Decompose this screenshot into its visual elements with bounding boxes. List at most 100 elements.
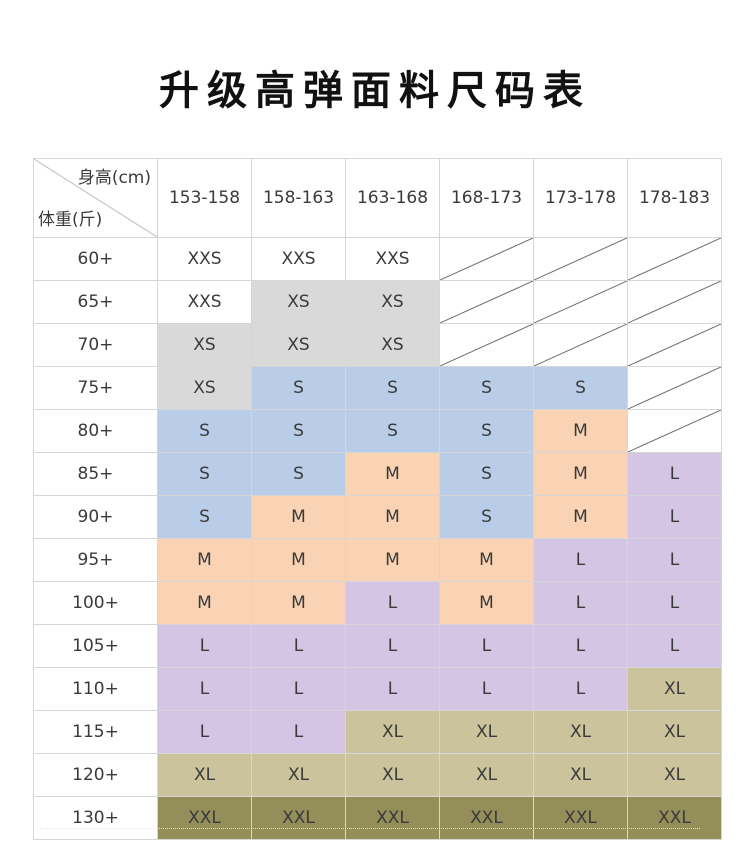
diagonal-slash-icon [628, 410, 721, 452]
table-row: 95+ M M M M L L [33, 538, 722, 582]
size-cell: XS [345, 280, 440, 324]
size-cell: S [251, 366, 346, 410]
not-available-cell [627, 409, 722, 453]
size-cell: S [439, 495, 534, 539]
size-cell: S [533, 366, 628, 410]
height-header: 158-163 [251, 158, 346, 238]
table-row: 70+ XS XS XS [33, 323, 722, 367]
diagonal-slash-icon [628, 281, 721, 323]
size-cell: L [627, 538, 722, 582]
size-cell: XL [627, 753, 722, 797]
size-cell: XL [345, 710, 440, 754]
size-cell: L [627, 581, 722, 625]
not-available-cell [627, 366, 722, 410]
diagonal-slash-icon [534, 281, 627, 323]
size-cell: XS [345, 323, 440, 367]
size-chart-table: 身高(cm) 体重(斤) 153-158 158-163 163-168 168… [33, 158, 722, 840]
size-cell: XL [439, 753, 534, 797]
weight-cell: 75+ [33, 366, 158, 410]
size-cell: S [439, 452, 534, 496]
diagonal-slash-icon [440, 238, 533, 280]
weight-cell: 70+ [33, 323, 158, 367]
size-cell: M [345, 538, 440, 582]
size-cell: S [439, 366, 534, 410]
weight-cell: 90+ [33, 495, 158, 539]
weight-cell: 130+ [33, 796, 158, 840]
size-cell: XL [627, 667, 722, 711]
weight-cell: 115+ [33, 710, 158, 754]
weight-cell: 60+ [33, 237, 158, 281]
weight-cell: 110+ [33, 667, 158, 711]
size-cell: L [439, 667, 534, 711]
size-cell: M [157, 538, 252, 582]
weight-cell: 85+ [33, 452, 158, 496]
corner-diagonal-icon [34, 159, 157, 237]
size-cell: XXS [157, 237, 252, 281]
size-cell: L [439, 624, 534, 668]
size-cell: M [439, 538, 534, 582]
table-row: 75+ XS S S S S [33, 366, 722, 410]
height-header: 163-168 [345, 158, 440, 238]
weight-cell: 100+ [33, 581, 158, 625]
height-header: 153-158 [157, 158, 252, 238]
size-cell: XS [251, 280, 346, 324]
not-available-cell [627, 237, 722, 281]
size-cell: XXL [439, 796, 534, 840]
not-available-cell [533, 280, 628, 324]
size-cell: XS [251, 323, 346, 367]
weight-cell: 80+ [33, 409, 158, 453]
table-row: 100+ M M L M L L [33, 581, 722, 625]
size-cell: XL [157, 753, 252, 797]
size-cell: M [533, 452, 628, 496]
height-header-row: 身高(cm) 体重(斤) 153-158 158-163 163-168 168… [33, 158, 722, 238]
size-chart-body: 60+ XXS XXS XXS 65+ XXS XS XS 70+ XS XS XS 75+ XS S S S S… [33, 237, 722, 840]
size-cell: S [439, 409, 534, 453]
size-cell: M [251, 495, 346, 539]
size-cell: L [345, 667, 440, 711]
size-cell: XL [627, 710, 722, 754]
size-cell: S [157, 409, 252, 453]
height-header: 168-173 [439, 158, 534, 238]
table-row: 85+ S S M S M L [33, 452, 722, 496]
height-header: 178-183 [627, 158, 722, 238]
size-cell: XL [533, 710, 628, 754]
table-row: 65+ XXS XS XS [33, 280, 722, 324]
not-available-cell [439, 323, 534, 367]
not-available-cell [533, 237, 628, 281]
table-row: 60+ XXS XXS XXS [33, 237, 722, 281]
size-cell: S [345, 366, 440, 410]
size-cell: L [345, 581, 440, 625]
size-cell: L [157, 624, 252, 668]
size-cell: L [627, 452, 722, 496]
weight-cell: 120+ [33, 753, 158, 797]
size-cell: XXL [345, 796, 440, 840]
size-cell: S [345, 409, 440, 453]
size-cell: XS [157, 323, 252, 367]
size-cell: XXS [157, 280, 252, 324]
size-cell: M [345, 452, 440, 496]
size-cell: M [251, 581, 346, 625]
table-row: 110+ L L L L L XL [33, 667, 722, 711]
table-row: 105+ L L L L L L [33, 624, 722, 668]
size-cell: M [157, 581, 252, 625]
height-axis-label: 身高(cm) [77, 168, 151, 188]
size-cell: M [345, 495, 440, 539]
size-cell: XL [345, 753, 440, 797]
size-cell: XXS [251, 237, 346, 281]
size-cell: M [533, 495, 628, 539]
size-cell: L [251, 710, 346, 754]
weight-cell: 95+ [33, 538, 158, 582]
size-cell: M [533, 409, 628, 453]
table-row: 115+ L L XL XL XL XL [33, 710, 722, 754]
diagonal-slash-icon [534, 324, 627, 366]
page-title: 升级高弹面料尺码表 [159, 68, 591, 114]
size-cell: XL [439, 710, 534, 754]
size-cell: L [533, 538, 628, 582]
diagonal-slash-icon [534, 238, 627, 280]
size-cell: L [345, 624, 440, 668]
not-available-cell [533, 323, 628, 367]
size-cell: M [439, 581, 534, 625]
height-header: 173-178 [533, 158, 628, 238]
size-cell: L [251, 667, 346, 711]
size-cell: L [627, 495, 722, 539]
